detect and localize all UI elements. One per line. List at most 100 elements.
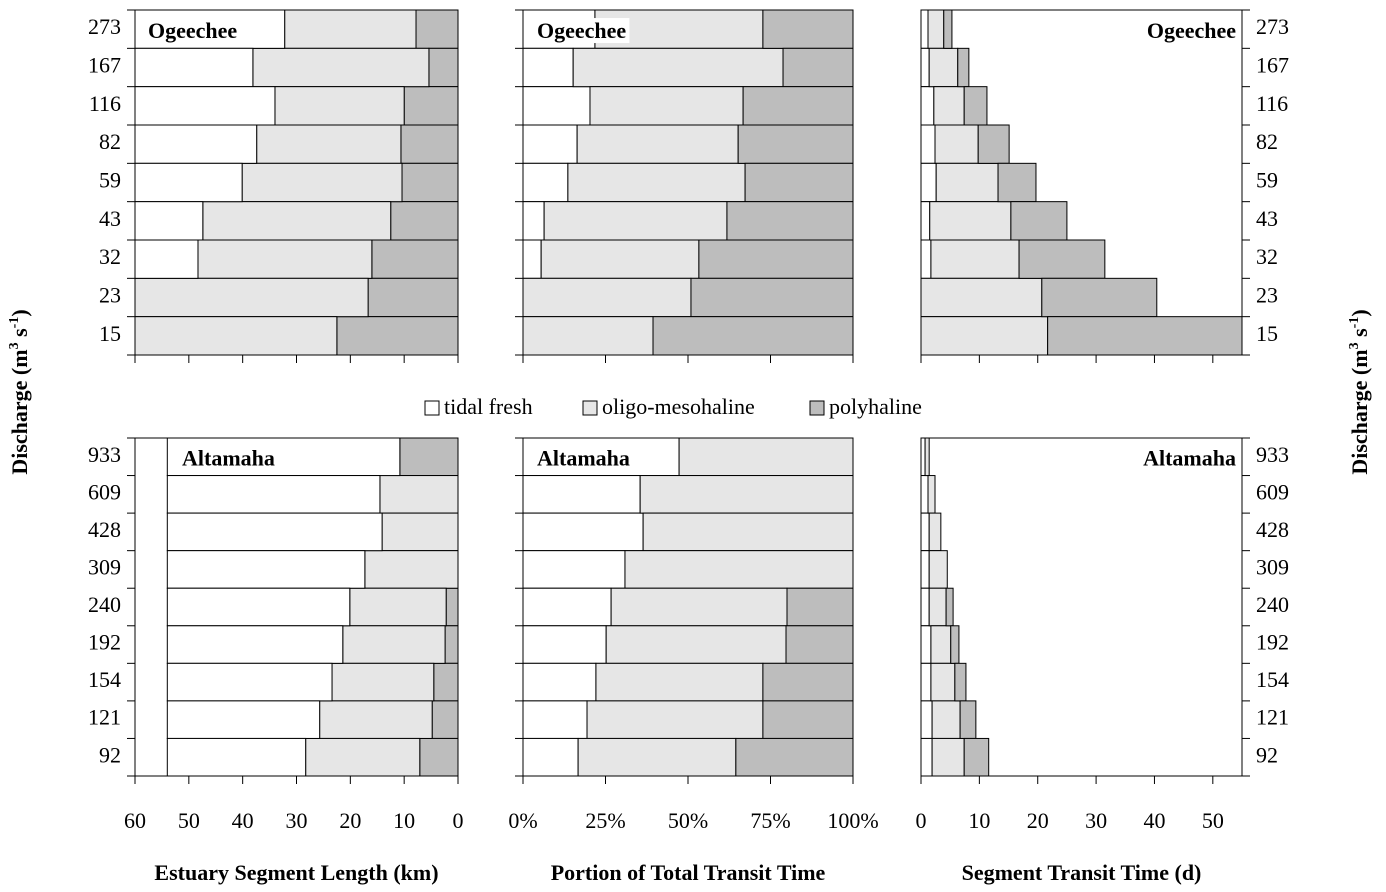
bar-segment [920,239,932,279]
plot-frame [920,437,1243,777]
bar-segment [977,124,1010,164]
bar-segment [403,86,459,126]
bar-segment [381,512,459,552]
bar-segment [522,162,569,203]
y-tick-label: 273 [88,14,121,39]
bar-segment [762,9,854,49]
bar-segment [522,475,641,514]
x-tick-label: 40 [232,808,254,833]
x-tick-label: 75% [750,808,790,833]
x-tick-label: 0 [453,808,464,833]
bar-segment [786,587,854,627]
x-tick-label: 50 [178,808,200,833]
bar-segment [400,124,459,164]
bar-segment [735,737,854,777]
x-tick-label: 50% [668,808,708,833]
bar-segment [963,86,988,126]
bar-segment [624,550,854,589]
bar-segment [577,737,737,777]
y-tick-label: 82 [99,129,121,154]
bar-segment [934,124,979,164]
y-tick-label: 121 [88,705,121,730]
bar-segment [567,162,746,203]
bar-segment [576,124,739,164]
bar-segment [274,86,405,126]
bar-segment [678,437,854,477]
bar-segment [933,86,965,126]
y-tick-label: 154 [1256,667,1289,692]
bar-segment [920,512,930,552]
bar-segment [134,162,243,203]
y-tick-label: 609 [1256,479,1289,504]
bar-segment [431,700,459,739]
bar-segment [342,625,446,664]
y-tick-label: 428 [88,517,121,542]
bar-segment [540,239,700,279]
x-axis-label: Portion of Total Transit Time [551,860,826,885]
y-tick-label: 240 [1256,592,1289,617]
x-tick-label: 0 [916,808,927,833]
bar-segment [543,201,728,241]
y-tick-label: 23 [1256,283,1278,308]
bar-segment [367,277,459,318]
y-tick-label: 154 [88,667,121,692]
y-tick-label: 15 [99,321,121,346]
bar-segment [134,277,369,318]
bar-segment [924,437,930,477]
bar-segment [920,662,932,702]
bar-segment [928,550,948,589]
y-tick-label: 167 [1256,53,1289,78]
bar-segment [927,475,936,514]
y-tick-label: 121 [1256,705,1289,730]
bar-segment [572,47,784,88]
x-tick-label: 20 [339,808,361,833]
bar-segment [166,737,307,777]
y-tick-label: 609 [88,479,121,504]
bar-segment [920,475,929,514]
bar-segment [927,9,945,49]
y-axis-label-part: ) [7,309,32,316]
x-tick-label: 60 [124,808,146,833]
bar-segment [1041,277,1158,318]
y-axis-label-part: Discharge (m [1347,349,1372,474]
bar-segment [920,587,930,627]
x-tick-label: 0% [508,808,537,833]
panel-title-bg [145,18,241,44]
plot-frame [920,9,1243,356]
bar-segment [782,47,854,88]
bar-segment [444,625,459,664]
bar-segment [595,662,764,702]
bar-segment [445,587,459,627]
bar-segment [690,277,854,318]
bar-segment [522,737,579,777]
bar-segment [930,239,1020,279]
bar-segment [737,124,854,164]
bar-segment [963,737,990,777]
bar-segment [166,512,383,552]
y-tick-label: 92 [99,742,121,767]
legend-label: tidal fresh [444,394,533,419]
x-tick-label: 40 [1143,808,1165,833]
y-tick-label: 32 [99,244,121,269]
bar-segment [134,124,258,164]
bar-segment [920,47,930,88]
bar-segment [522,512,644,552]
bar-segment [433,662,459,702]
bar-segment [522,700,588,739]
bar-segment [605,625,787,664]
bar-segment [331,662,435,702]
bar-segment [610,587,788,627]
bar-segment [1010,201,1068,241]
y-tick-label: 240 [88,592,121,617]
bar-segment [379,475,459,514]
panel-title-bg [1143,18,1240,44]
y-axis-label-part: -1 [1347,317,1362,329]
bar-segment [950,625,960,664]
y-tick-label: 309 [1256,554,1289,579]
bar-segment [166,662,333,702]
y-axis-label-part: s [7,328,32,343]
bar-segment [166,625,344,664]
bar-segment [522,587,612,627]
legend-label: polyhaline [829,394,922,419]
